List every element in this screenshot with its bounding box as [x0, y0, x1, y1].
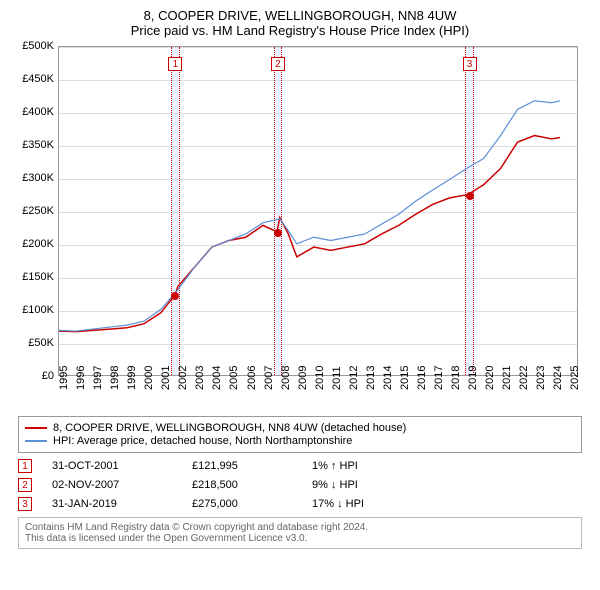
y-tick-label: £350K [22, 139, 54, 151]
x-tick-label: 2006 [246, 366, 258, 390]
y-tick-label: £400K [22, 106, 54, 118]
sale-price: £121,995 [192, 460, 312, 472]
sale-marker-box: 1 [168, 57, 182, 71]
sale-diff: 9% ↓ HPI [312, 479, 412, 491]
y-tick-label: £450K [22, 73, 54, 85]
sale-date: 02-NOV-2007 [52, 479, 192, 491]
chart-subtitle: Price paid vs. HM Land Registry's House … [12, 23, 588, 38]
series-line [59, 136, 560, 332]
x-tick-label: 2011 [331, 366, 343, 390]
x-tick-label: 2016 [416, 366, 428, 390]
x-tick-label: 1998 [109, 366, 121, 390]
chart-area: 1 2 3 £0 £50K £100K £150K £200K £250K £300K £350K… [12, 46, 588, 406]
sale-diff: 1% ↑ HPI [312, 460, 412, 472]
y-tick-label: £100K [22, 304, 54, 316]
x-tick-label: 2007 [263, 366, 275, 390]
sale-point [171, 292, 179, 300]
x-tick-label: 2004 [211, 366, 223, 390]
x-tick-label: 2021 [501, 366, 513, 390]
x-tick-label: 2008 [280, 366, 292, 390]
y-tick-label: £200K [22, 238, 54, 250]
x-tick-label: 1995 [58, 366, 70, 390]
x-tick-label: 2012 [348, 366, 360, 390]
x-tick-label: 2023 [535, 366, 547, 390]
legend-swatch [25, 427, 47, 429]
x-tick-label: 2017 [433, 366, 445, 390]
x-tick-label: 1997 [92, 366, 104, 390]
sale-row: 2 02-NOV-2007£218,5009% ↓ HPI [18, 478, 582, 492]
sale-row-marker: 1 [18, 459, 32, 473]
legend: 8, COOPER DRIVE, WELLINGBOROUGH, NN8 4UW… [18, 416, 582, 453]
x-tick-label: 2010 [314, 366, 326, 390]
sale-row: 1 31-OCT-2001£121,9951% ↑ HPI [18, 459, 582, 473]
chart-container: 8, COOPER DRIVE, WELLINGBOROUGH, NN8 4UW… [0, 0, 600, 590]
y-tick-label: £300K [22, 172, 54, 184]
sale-date: 31-JAN-2019 [52, 498, 192, 510]
sale-marker-box: 2 [271, 57, 285, 71]
series-line [59, 101, 560, 331]
sale-row: 3 31-JAN-2019£275,00017% ↓ HPI [18, 497, 582, 511]
y-tick-label: £250K [22, 205, 54, 217]
sale-row-marker: 2 [18, 478, 32, 492]
sale-marker-box: 3 [463, 57, 477, 71]
x-tick-label: 2024 [552, 366, 564, 390]
legend-row: HPI: Average price, detached house, Nort… [25, 435, 575, 447]
x-tick-label: 2015 [399, 366, 411, 390]
y-tick-label: £500K [22, 40, 54, 52]
y-tick-label: £0 [42, 370, 54, 382]
chart-title: 8, COOPER DRIVE, WELLINGBOROUGH, NN8 4UW [12, 8, 588, 23]
x-tick-label: 1996 [75, 366, 87, 390]
license-line-1: Contains HM Land Registry data © Crown c… [25, 522, 575, 533]
x-tick-label: 2018 [450, 366, 462, 390]
x-tick-label: 2014 [382, 366, 394, 390]
sale-date: 31-OCT-2001 [52, 460, 192, 472]
x-tick-label: 2002 [177, 366, 189, 390]
x-tick-label: 2013 [365, 366, 377, 390]
legend-label: HPI: Average price, detached house, Nort… [53, 435, 352, 447]
y-tick-label: £50K [28, 337, 54, 349]
legend-label: 8, COOPER DRIVE, WELLINGBOROUGH, NN8 4UW… [53, 422, 406, 434]
x-tick-label: 2019 [467, 366, 479, 390]
sale-point [466, 192, 474, 200]
legend-swatch [25, 440, 47, 442]
x-tick-label: 2000 [143, 366, 155, 390]
sales-table: 1 31-OCT-2001£121,9951% ↑ HPI 2 02-NOV-2007… [12, 459, 588, 511]
x-tick-label: 2005 [228, 366, 240, 390]
sale-row-marker: 3 [18, 497, 32, 511]
x-tick-label: 1999 [126, 366, 138, 390]
x-tick-label: 2022 [518, 366, 530, 390]
sale-point [274, 229, 282, 237]
x-tick-label: 2020 [484, 366, 496, 390]
x-tick-label: 2025 [569, 366, 581, 390]
y-tick-label: £150K [22, 271, 54, 283]
plot-region: 1 2 3 [58, 46, 578, 376]
sale-diff: 17% ↓ HPI [312, 498, 412, 510]
x-tick-label: 2003 [194, 366, 206, 390]
x-tick-label: 2009 [297, 366, 309, 390]
sale-price: £218,500 [192, 479, 312, 491]
license-line-2: This data is licensed under the Open Gov… [25, 533, 575, 544]
legend-row: 8, COOPER DRIVE, WELLINGBOROUGH, NN8 4UW… [25, 422, 575, 434]
sale-price: £275,000 [192, 498, 312, 510]
line-series [59, 47, 577, 375]
license-box: Contains HM Land Registry data © Crown c… [18, 517, 582, 549]
x-tick-label: 2001 [160, 366, 172, 390]
